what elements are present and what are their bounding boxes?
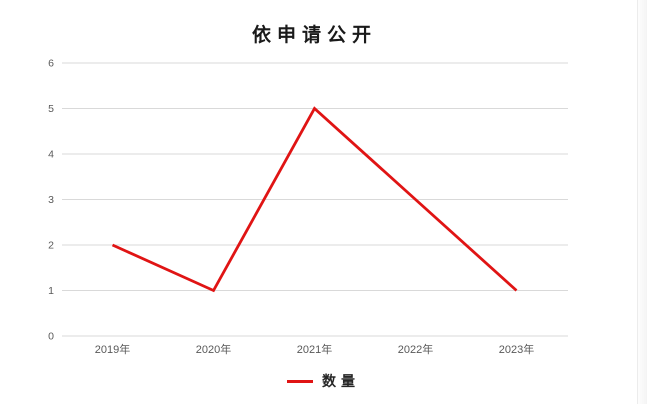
chart-title: 依申请公开 [251,24,377,46]
y-tick-label: 0 [48,331,54,343]
legend-line-swatch [287,379,313,383]
y-tick-label: 1 [48,285,54,297]
x-tick-label: 2020年 [196,342,231,356]
x-tick-label: 2019年 [95,342,130,356]
y-tick-label: 3 [48,194,54,206]
x-tick-label: 2021年 [297,342,332,356]
x-tick-label: 2023年 [499,342,534,356]
x-tick-label: 2022年 [398,342,433,356]
window-right-edge [637,0,647,404]
legend-label: 数量 [322,374,360,390]
y-tick-label: 2 [48,240,54,252]
legend[interactable]: 数量 [0,371,647,391]
y-tick-label: 6 [48,58,54,70]
series-line-数量 [111,106,518,293]
y-tick-label: 4 [48,149,54,161]
y-tick-label: 5 [48,103,54,115]
